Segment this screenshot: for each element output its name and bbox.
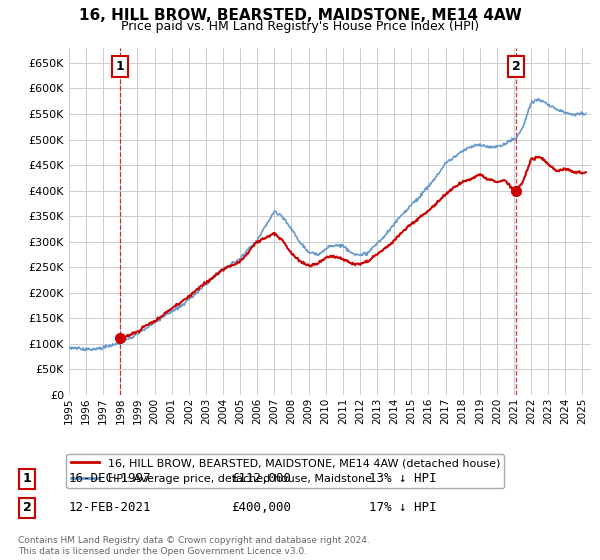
Text: 1: 1 [23, 472, 31, 486]
Text: 16, HILL BROW, BEARSTED, MAIDSTONE, ME14 4AW: 16, HILL BROW, BEARSTED, MAIDSTONE, ME14… [79, 8, 521, 24]
Text: 17% ↓ HPI: 17% ↓ HPI [369, 501, 437, 515]
Text: Contains HM Land Registry data © Crown copyright and database right 2024.
This d: Contains HM Land Registry data © Crown c… [18, 536, 370, 556]
Text: 12-FEB-2021: 12-FEB-2021 [69, 501, 151, 515]
Text: 13% ↓ HPI: 13% ↓ HPI [369, 472, 437, 486]
Text: 2: 2 [512, 60, 520, 73]
Text: 16-DEC-1997: 16-DEC-1997 [69, 472, 151, 486]
Text: 2: 2 [23, 501, 31, 515]
Text: £112,000: £112,000 [231, 472, 291, 486]
Text: 1: 1 [115, 60, 124, 73]
Text: Price paid vs. HM Land Registry's House Price Index (HPI): Price paid vs. HM Land Registry's House … [121, 20, 479, 32]
Legend: 16, HILL BROW, BEARSTED, MAIDSTONE, ME14 4AW (detached house), HPI: Average pric: 16, HILL BROW, BEARSTED, MAIDSTONE, ME14… [67, 454, 505, 488]
Text: £400,000: £400,000 [231, 501, 291, 515]
